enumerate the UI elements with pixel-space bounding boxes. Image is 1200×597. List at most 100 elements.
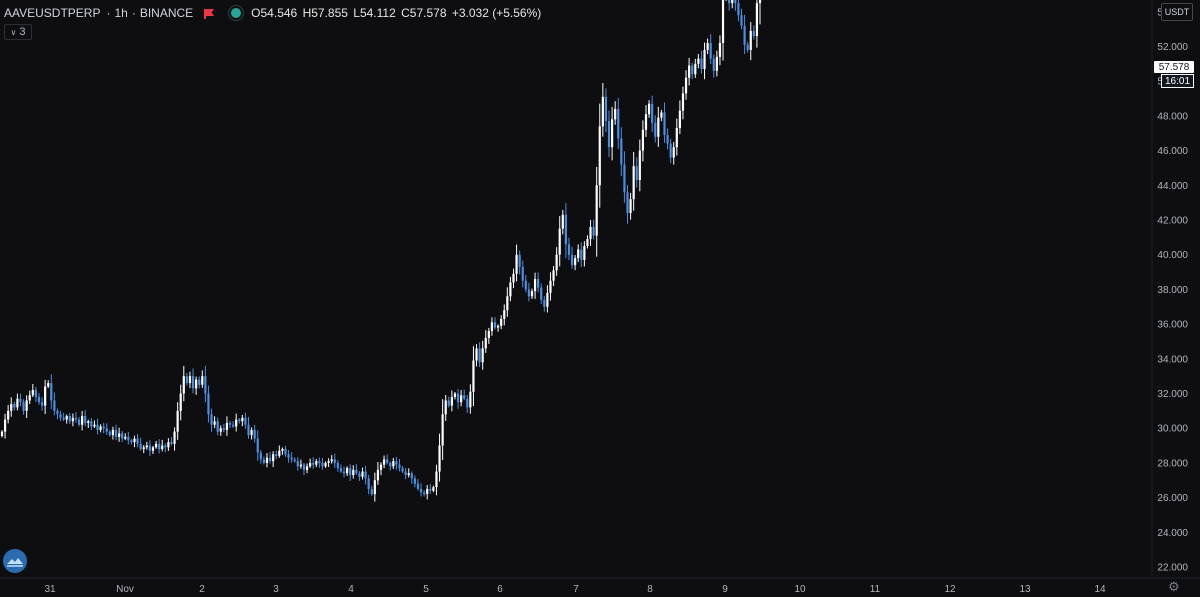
price-tick-label: 26.000 bbox=[1157, 493, 1188, 504]
time-tick-label: 7 bbox=[573, 584, 579, 595]
candle-down bbox=[102, 426, 105, 429]
candle-down bbox=[635, 166, 638, 181]
candle-up bbox=[506, 296, 509, 311]
candle-up bbox=[28, 395, 31, 401]
candle-up bbox=[638, 150, 641, 181]
candle-up bbox=[201, 376, 204, 385]
candle-down bbox=[204, 376, 207, 394]
candle-down bbox=[256, 438, 259, 453]
candle-up bbox=[487, 331, 490, 338]
candle-up bbox=[678, 110, 681, 129]
candle-up bbox=[188, 376, 192, 384]
candle-down bbox=[663, 112, 666, 135]
candle-down bbox=[68, 416, 71, 422]
candle-down bbox=[105, 428, 108, 432]
high-value: H57.855 bbox=[302, 6, 348, 20]
candle-up bbox=[450, 396, 453, 406]
candle-up bbox=[694, 63, 697, 75]
candle-down bbox=[336, 462, 339, 469]
time-tick-label: 3 bbox=[273, 584, 279, 595]
candle-down bbox=[293, 459, 296, 462]
candle-down bbox=[651, 103, 654, 123]
price-tick-label: 30.000 bbox=[1157, 424, 1188, 435]
chevron-down-icon: ∨ bbox=[10, 27, 17, 37]
candle-up bbox=[382, 459, 386, 465]
candle-up bbox=[272, 454, 275, 462]
time-tick-label: 9 bbox=[722, 584, 728, 595]
time-tick-label: Nov bbox=[116, 584, 134, 595]
candle-up bbox=[444, 400, 447, 415]
settings-gear-icon[interactable]: ⚙ bbox=[1168, 579, 1180, 594]
candle-down bbox=[164, 445, 167, 448]
price-tick-label: 24.000 bbox=[1157, 528, 1188, 539]
candle-up bbox=[65, 416, 68, 420]
candle-down bbox=[96, 424, 99, 430]
candle-down bbox=[617, 108, 620, 139]
change-value: +3.032 (+5.56%) bbox=[451, 6, 542, 20]
candle-down bbox=[62, 417, 65, 420]
symbol-name[interactable]: AAVEUSDTPERP bbox=[4, 6, 101, 20]
candle-up bbox=[715, 56, 718, 71]
candle-down bbox=[423, 492, 426, 495]
candle-down bbox=[620, 138, 623, 165]
candle-down bbox=[108, 431, 111, 436]
candle-up bbox=[346, 468, 349, 474]
candle-down bbox=[318, 461, 321, 463]
indicator-toggle-button[interactable]: ∨ 3 bbox=[4, 24, 32, 40]
candle-up bbox=[195, 379, 198, 389]
time-tick-label: 14 bbox=[1094, 584, 1106, 595]
candle-up bbox=[469, 391, 472, 408]
candle-up bbox=[241, 417, 244, 422]
interval-label[interactable]: 1h bbox=[114, 6, 128, 20]
price-tick-label: 28.000 bbox=[1157, 458, 1188, 469]
time-tick-label: 8 bbox=[647, 584, 653, 595]
candle-up bbox=[438, 445, 441, 472]
candle-up bbox=[515, 254, 518, 274]
candle-down bbox=[607, 121, 611, 148]
candle-up bbox=[213, 421, 216, 425]
candle-up bbox=[749, 30, 752, 50]
time-tick-label: 13 bbox=[1019, 584, 1031, 595]
candle-down bbox=[275, 454, 278, 456]
candle-down bbox=[580, 249, 583, 260]
candle-up bbox=[81, 416, 84, 425]
candle-down bbox=[592, 226, 595, 236]
candle-up bbox=[530, 291, 534, 297]
price-tick-label: 48.000 bbox=[1157, 111, 1188, 122]
candle-up bbox=[688, 65, 691, 78]
candle-up bbox=[684, 77, 688, 94]
candle-up bbox=[706, 43, 709, 50]
ohlc-values: O54.546 H57.855 L54.112 C57.578 +3.032 (… bbox=[251, 6, 543, 20]
candle-down bbox=[228, 422, 232, 425]
candle-up bbox=[44, 386, 47, 406]
flag-icon[interactable] bbox=[203, 8, 215, 19]
price-tick-label: 22.000 bbox=[1157, 563, 1188, 574]
candle-up bbox=[490, 322, 494, 332]
logo-icon[interactable] bbox=[3, 549, 27, 573]
candle-down bbox=[139, 443, 142, 450]
indicator-count: 3 bbox=[19, 26, 26, 38]
candle-up bbox=[379, 464, 383, 470]
candle-up bbox=[173, 431, 176, 444]
candle-up bbox=[87, 421, 90, 423]
candle-down bbox=[537, 278, 540, 288]
candle-up bbox=[305, 466, 309, 470]
candle-up bbox=[697, 58, 700, 64]
price-tick-label: 34.000 bbox=[1157, 354, 1188, 365]
candle-down bbox=[355, 469, 358, 474]
candle-down bbox=[737, 3, 740, 16]
candle-up bbox=[595, 185, 598, 236]
candle-down bbox=[429, 488, 432, 491]
candle-up bbox=[47, 383, 50, 387]
time-axis[interactable]: 31 Nov 2 3 4 5 6 7 8 9 10 11 12 13 14 bbox=[44, 584, 1106, 595]
currency-button[interactable]: USDT bbox=[1161, 3, 1193, 21]
candle-down bbox=[59, 414, 62, 418]
candle-up bbox=[179, 393, 182, 411]
candle-down bbox=[389, 462, 392, 467]
candle-up bbox=[154, 443, 158, 448]
candle-down bbox=[244, 417, 247, 425]
candle-up bbox=[330, 459, 333, 462]
candle-up bbox=[25, 400, 28, 411]
